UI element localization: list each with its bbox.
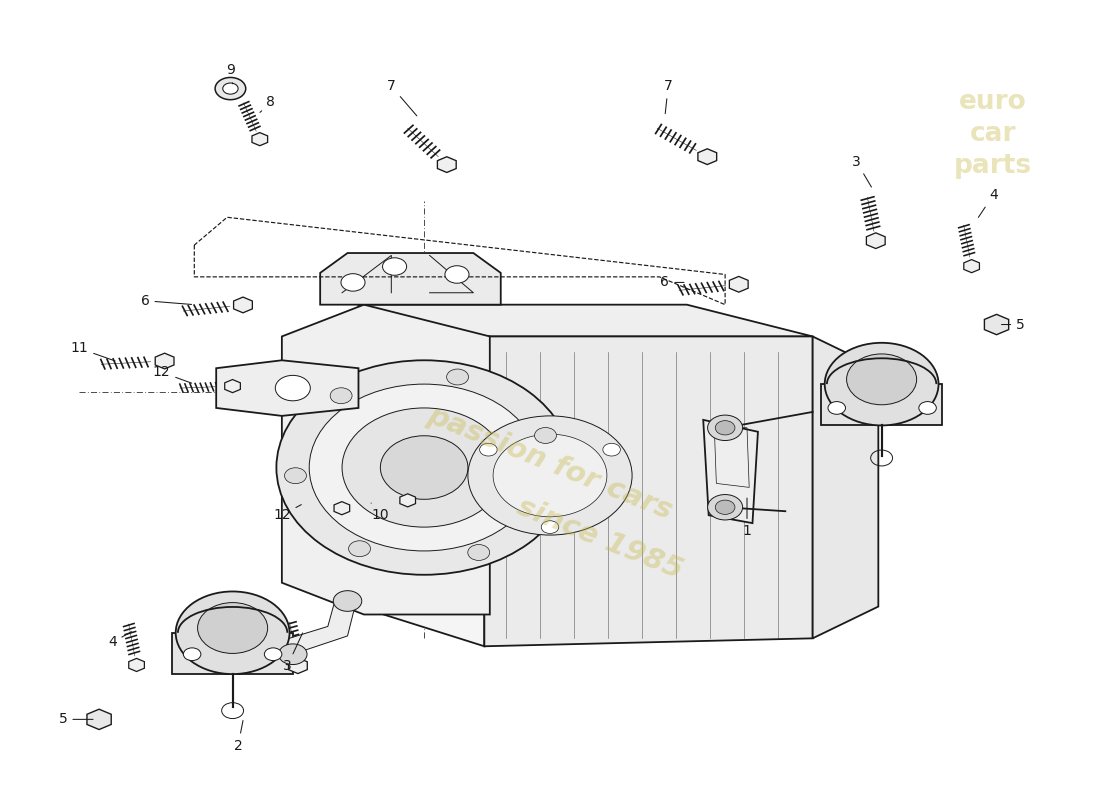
Polygon shape bbox=[867, 233, 886, 249]
Circle shape bbox=[603, 443, 620, 456]
Polygon shape bbox=[438, 157, 456, 173]
Text: 9: 9 bbox=[226, 63, 235, 84]
Text: 3: 3 bbox=[283, 633, 302, 673]
Text: 12: 12 bbox=[153, 365, 191, 383]
Circle shape bbox=[828, 402, 846, 414]
Polygon shape bbox=[359, 305, 484, 646]
Circle shape bbox=[535, 427, 557, 443]
Text: 4: 4 bbox=[978, 188, 998, 218]
Polygon shape bbox=[282, 305, 490, 614]
Circle shape bbox=[341, 274, 365, 291]
Circle shape bbox=[918, 402, 936, 414]
Circle shape bbox=[223, 83, 238, 94]
Circle shape bbox=[349, 541, 371, 557]
Circle shape bbox=[275, 375, 310, 401]
Text: 4: 4 bbox=[108, 632, 132, 650]
Circle shape bbox=[707, 415, 743, 441]
Circle shape bbox=[184, 648, 201, 661]
Text: car: car bbox=[970, 121, 1016, 147]
Circle shape bbox=[447, 369, 469, 385]
Circle shape bbox=[480, 443, 497, 456]
Polygon shape bbox=[129, 658, 144, 671]
Circle shape bbox=[715, 421, 735, 435]
Polygon shape bbox=[217, 360, 359, 416]
Text: 11: 11 bbox=[70, 342, 116, 361]
Circle shape bbox=[381, 436, 468, 499]
Polygon shape bbox=[87, 709, 111, 730]
Polygon shape bbox=[320, 253, 500, 305]
Polygon shape bbox=[703, 420, 758, 523]
Polygon shape bbox=[400, 494, 416, 507]
Polygon shape bbox=[288, 658, 307, 674]
Polygon shape bbox=[697, 149, 717, 165]
Text: 7: 7 bbox=[387, 79, 417, 116]
Polygon shape bbox=[173, 633, 293, 674]
Circle shape bbox=[276, 360, 572, 574]
Circle shape bbox=[264, 648, 282, 661]
Circle shape bbox=[444, 266, 469, 283]
Circle shape bbox=[715, 500, 735, 514]
Text: 5: 5 bbox=[1001, 318, 1025, 331]
Text: 6: 6 bbox=[141, 294, 191, 308]
Circle shape bbox=[198, 602, 267, 654]
Polygon shape bbox=[484, 337, 813, 646]
Circle shape bbox=[285, 468, 307, 484]
Polygon shape bbox=[224, 379, 241, 393]
Text: since 1985: since 1985 bbox=[513, 493, 686, 585]
Polygon shape bbox=[334, 502, 350, 514]
Circle shape bbox=[707, 494, 743, 520]
Circle shape bbox=[309, 384, 539, 551]
Polygon shape bbox=[276, 594, 356, 654]
Text: 2: 2 bbox=[233, 721, 243, 753]
Circle shape bbox=[493, 434, 607, 517]
Polygon shape bbox=[359, 305, 813, 337]
Polygon shape bbox=[155, 353, 174, 369]
Circle shape bbox=[847, 354, 916, 405]
Text: 7: 7 bbox=[663, 79, 672, 114]
Circle shape bbox=[468, 545, 490, 561]
Polygon shape bbox=[964, 259, 979, 273]
Circle shape bbox=[468, 416, 632, 535]
Circle shape bbox=[333, 590, 362, 611]
Circle shape bbox=[278, 644, 307, 665]
Circle shape bbox=[330, 388, 352, 404]
Text: 1: 1 bbox=[742, 498, 751, 538]
Text: 6: 6 bbox=[660, 275, 684, 290]
Text: passion for cars: passion for cars bbox=[424, 402, 676, 526]
Circle shape bbox=[383, 258, 407, 275]
Circle shape bbox=[825, 342, 938, 426]
Text: 5: 5 bbox=[58, 712, 94, 726]
Text: euro: euro bbox=[959, 89, 1027, 115]
Polygon shape bbox=[822, 384, 942, 426]
Circle shape bbox=[541, 521, 559, 534]
Polygon shape bbox=[813, 337, 878, 638]
Text: 8: 8 bbox=[260, 95, 275, 113]
Polygon shape bbox=[984, 314, 1009, 334]
Text: 10: 10 bbox=[371, 503, 389, 522]
Text: 3: 3 bbox=[852, 154, 871, 187]
Text: parts: parts bbox=[954, 153, 1032, 178]
Polygon shape bbox=[252, 133, 267, 146]
Circle shape bbox=[216, 78, 245, 100]
Circle shape bbox=[342, 408, 506, 527]
Circle shape bbox=[176, 591, 289, 674]
Polygon shape bbox=[729, 277, 748, 292]
Polygon shape bbox=[233, 297, 252, 313]
Text: 12: 12 bbox=[273, 505, 301, 522]
